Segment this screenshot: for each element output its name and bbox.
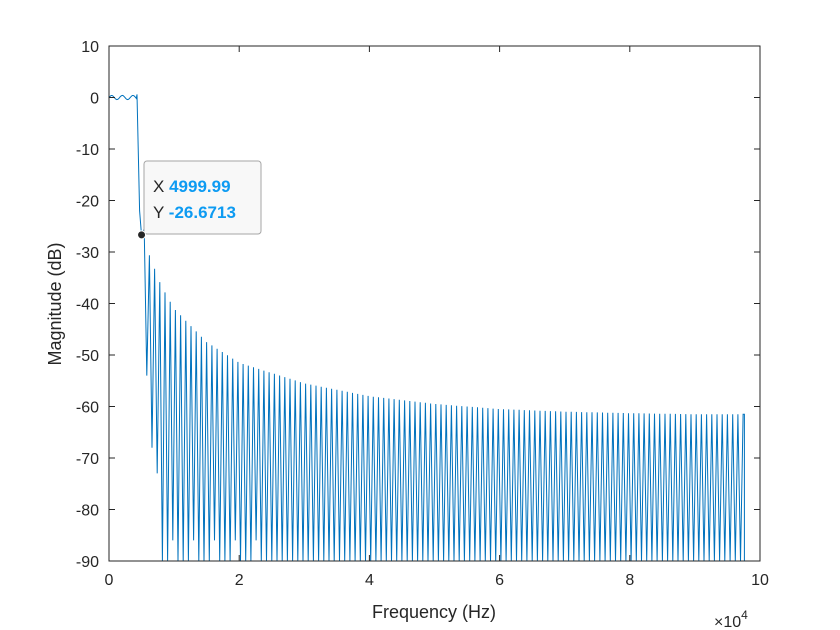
- x-exponent-base: ×10: [714, 614, 741, 630]
- x-tick-label: 2: [235, 572, 244, 589]
- datatip-x-value: 4999.99: [169, 177, 230, 196]
- x-axis-title: Frequency (Hz): [372, 602, 496, 622]
- y-tick-label: -40: [76, 297, 99, 314]
- x-tick-label: 4: [365, 572, 374, 589]
- y-tick-label: 10: [81, 39, 99, 56]
- y-tick-label: -10: [76, 142, 99, 159]
- datatip-x-label: X: [153, 177, 164, 196]
- datatip-y-label: Y: [153, 203, 164, 222]
- y-tick-label: 0: [90, 91, 99, 108]
- datatip-box: [143, 160, 262, 235]
- y-tick-label: -80: [76, 503, 99, 520]
- y-tick-label: -30: [76, 245, 99, 262]
- x-tick-label: 0: [105, 572, 114, 589]
- datatip-x-row: X 4999.99: [153, 177, 231, 196]
- y-tick-label: -20: [76, 194, 99, 211]
- x-axis-exponent: ×104: [714, 608, 748, 630]
- axes-layer: 0 2 4 6 8 10 10 0 -10 -20 -30 -40 -50 -60 -70 -80 -90: [76, 39, 769, 589]
- x-exponent-power: 4: [741, 608, 748, 622]
- series-line: [109, 94, 745, 561]
- x-tick-label: 8: [625, 572, 634, 589]
- y-tick-label: -70: [76, 451, 99, 468]
- y-tick-label: -60: [76, 400, 99, 417]
- datatip-y-value: -26.6713: [169, 203, 236, 222]
- x-tick-label: 6: [495, 572, 504, 589]
- datatip[interactable]: X 4999.99 Y -26.6713: [137, 160, 262, 240]
- y-tick-label: -50: [76, 348, 99, 365]
- y-axis-title: Magnitude (dB): [45, 242, 65, 365]
- datatip-marker[interactable]: [137, 230, 147, 240]
- plot-layer: [109, 94, 745, 561]
- datatip-y-row: Y -26.6713: [153, 203, 236, 222]
- x-tick-label: 10: [751, 572, 769, 589]
- y-tick-label: -90: [76, 554, 99, 571]
